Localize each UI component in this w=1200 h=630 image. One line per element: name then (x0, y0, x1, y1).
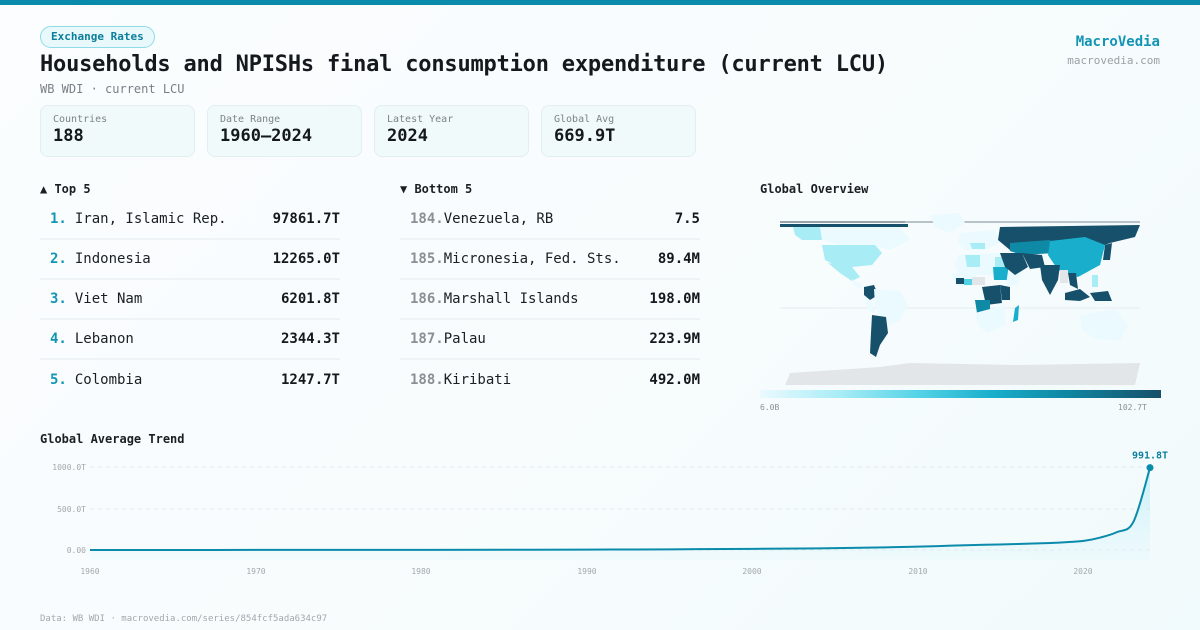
stat-card-latest-year: Latest Year 2024 (374, 105, 529, 157)
country-name: Colombia (74, 372, 143, 388)
country-name: Venezuela, RB (443, 211, 554, 227)
x-tick: 2010 (908, 567, 927, 576)
brand-url[interactable]: macrovedia.com (1067, 54, 1160, 67)
footer-source: Data: WB WDI · macrovedia.com/series/854… (40, 614, 328, 624)
brand: MacroVedia macrovedia.com (1067, 34, 1160, 67)
page-subtitle: WB WDI · current LCU (40, 82, 185, 96)
country-value: 7.5 (674, 211, 700, 227)
list-item[interactable]: 184. Venezuela, RB 7.5 (400, 200, 700, 240)
list-item[interactable]: 185. Micronesia, Fed. Sts. 89.4M (400, 240, 700, 280)
stat-card-global-avg: Global Avg 669.9T (541, 105, 696, 157)
country-name: Micronesia, Fed. Sts. (443, 251, 621, 267)
rank-number: 185. (410, 251, 444, 267)
list-item[interactable]: 1. Iran, Islamic Rep. 97861.7T (40, 200, 340, 240)
stat-value: 2024 (387, 126, 428, 146)
stat-label: Latest Year (387, 114, 454, 125)
list-item[interactable]: 188. Kiribati 492.0M (400, 360, 700, 400)
bottom5-title: ▼ Bottom 5 (400, 182, 473, 196)
country-value: 2344.3T (280, 331, 340, 347)
map-color-scale (760, 390, 1161, 398)
rank-number: 2. (50, 251, 67, 267)
x-tick: 1980 (411, 567, 430, 576)
country-name: Viet Nam (74, 291, 143, 307)
trend-chart[interactable]: 1000.0T 500.0T 0.00 1960 1970 1980 1990 … (0, 450, 1200, 590)
stat-label: Date Range (220, 114, 281, 125)
stats-row: Countries 188 Date Range 1960–2024 Lates… (40, 105, 696, 157)
trend-endpoint-label: 991.8T (1132, 451, 1168, 462)
list-item[interactable]: 3. Viet Nam 6201.8T (40, 280, 340, 320)
country-value: 97861.7T (272, 211, 340, 227)
x-tick: 1970 (246, 567, 265, 576)
country-name: Lebanon (74, 331, 134, 347)
rank-number: 184. (410, 211, 444, 227)
top5-title: ▲ Top 5 (40, 182, 91, 196)
rank-number: 1. (50, 211, 67, 227)
country-value: 1247.7T (280, 372, 340, 388)
world-choropleth-map[interactable] (760, 205, 1160, 385)
country-name: Iran, Islamic Rep. (74, 211, 227, 227)
top-accent-bar (0, 0, 1200, 5)
stat-value: 1960–2024 (220, 126, 313, 146)
x-tick: 1960 (80, 567, 99, 576)
trend-title: Global Average Trend (40, 432, 185, 446)
top5-list: 1. Iran, Islamic Rep. 97861.7T 2. Indone… (40, 200, 340, 400)
rank-number: 187. (410, 331, 444, 347)
country-name: Palau (443, 331, 486, 347)
trend-line (89, 467, 1151, 551)
category-tag[interactable]: Exchange Rates (40, 26, 155, 48)
stat-label: Global Avg (554, 114, 615, 125)
brand-name[interactable]: MacroVedia (1075, 34, 1160, 50)
country-value: 223.9M (649, 331, 700, 347)
country-name: Marshall Islands (443, 291, 579, 307)
x-tick: 1990 (577, 567, 596, 576)
rank-number: 186. (410, 291, 444, 307)
page-title: Households and NPISHs final consumption … (40, 52, 888, 77)
rank-number: 5. (50, 372, 67, 388)
y-tick: 1000.0T (52, 463, 86, 472)
rank-number: 4. (50, 331, 67, 347)
y-tick: 500.0T (57, 505, 86, 514)
stat-value: 669.9T (554, 126, 616, 146)
rank-number: 3. (50, 291, 67, 307)
list-item[interactable]: 5. Colombia 1247.7T (40, 360, 340, 400)
country-name: Indonesia (74, 251, 151, 267)
country-value: 6201.8T (280, 291, 340, 307)
bottom5-list: 184. Venezuela, RB 7.5 185. Micronesia, … (400, 200, 700, 400)
list-item[interactable]: 4. Lebanon 2344.3T (40, 320, 340, 360)
stat-label: Countries (53, 114, 108, 125)
x-tick: 2020 (1073, 567, 1092, 576)
country-name: Kiribati (443, 372, 512, 388)
list-item[interactable]: 187. Palau 223.9M (400, 320, 700, 360)
stat-card-date-range: Date Range 1960–2024 (207, 105, 362, 157)
rank-number: 188. (410, 372, 444, 388)
legend-max-label: 102.7T (1118, 403, 1147, 412)
trend-endpoint-marker[interactable] (1146, 464, 1154, 472)
trend-area (90, 467, 1150, 560)
list-item[interactable]: 2. Indonesia 12265.0T (40, 240, 340, 280)
country-value: 492.0M (649, 372, 700, 388)
country-value: 12265.0T (272, 251, 340, 267)
country-value: 89.4M (657, 251, 700, 267)
world-map-svg (780, 213, 1140, 385)
country-value: 198.0M (649, 291, 700, 307)
y-tick: 0.00 (67, 546, 86, 555)
legend-min-label: 6.0B (760, 403, 780, 412)
x-tick: 2000 (742, 567, 761, 576)
list-item[interactable]: 186. Marshall Islands 198.0M (400, 280, 700, 320)
stat-value: 188 (53, 126, 84, 146)
stat-card-countries: Countries 188 (40, 105, 195, 157)
map-title: Global Overview (760, 182, 869, 196)
